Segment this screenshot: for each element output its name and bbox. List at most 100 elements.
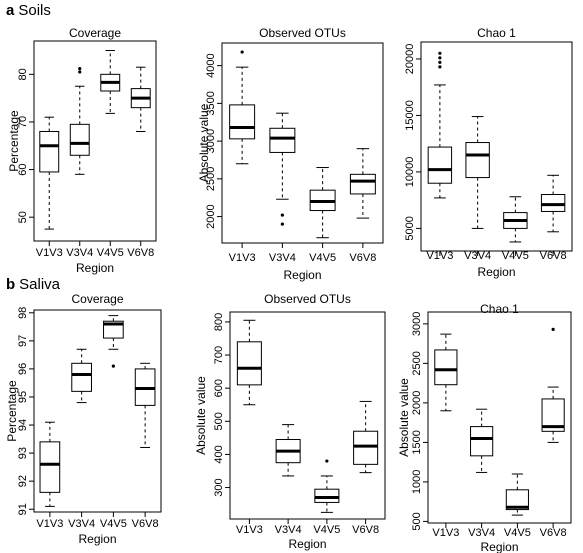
x-tick-label: V3V4 <box>269 252 296 264</box>
x-tick-label: V3V4 <box>275 524 302 536</box>
x-tick-label: V1V3 <box>36 518 63 530</box>
y-tick-label: 70 <box>17 116 29 128</box>
box-V4V5 <box>100 50 121 114</box>
y-tick-label: 2000 <box>205 204 217 228</box>
box-iqr <box>470 426 494 457</box>
outlier-point <box>438 51 442 55</box>
x-tick-label: V1V3 <box>426 250 453 262</box>
boxplot-a-2: Observed OTUs 2000 2500 3000 3500 4000 Absolut… <box>197 26 384 282</box>
box-V1V3 <box>427 51 453 199</box>
chart-title: Observed OTUs <box>259 26 346 40</box>
outlier-point <box>78 70 82 74</box>
plot-frame <box>33 40 157 242</box>
outlier-point <box>240 50 244 54</box>
y-tick-label: 800 <box>213 313 225 331</box>
x-tick-label: V6V8 <box>127 247 154 259</box>
y-tick-label: 10000 <box>404 157 416 188</box>
y-tick-label: 500 <box>213 412 225 430</box>
x-tick-label: V3V4 <box>66 247 93 259</box>
y-tick-label: 93 <box>17 447 29 459</box>
x-tick-label: V1V3 <box>229 252 256 264</box>
boxplot-b-3: Chao 1 500 1000 1500 2000 2500 3000 Absolute va… <box>397 302 572 553</box>
panel-a-letter: a <box>6 2 15 19</box>
chart-title: Chao 1 <box>480 302 519 316</box>
y-tick-label: 20000 <box>404 44 416 75</box>
y-tick-label: 3000 <box>205 129 217 153</box>
y-axis-label: Absolute value <box>197 103 211 182</box>
y-tick-label: 92 <box>17 475 29 487</box>
y-tick-label: 95 <box>17 391 29 403</box>
box-iqr <box>39 441 61 493</box>
x-tick-label: V4V5 <box>309 252 336 264</box>
outlier-point <box>438 65 442 69</box>
y-axis-label: Percentage <box>5 380 19 442</box>
box-iqr <box>465 142 490 179</box>
box-iqr <box>229 104 256 140</box>
box-V3V4 <box>465 116 490 229</box>
panel-b-label: b Saliva <box>6 276 60 293</box>
y-tick-label: 4000 <box>205 53 217 77</box>
y-tick-label: 60 <box>17 163 29 175</box>
outlier-point <box>438 56 442 60</box>
x-tick-label: V6V8 <box>352 524 379 536</box>
box-iqr <box>541 398 565 432</box>
box-V6V8 <box>130 66 151 132</box>
y-tick-label: 5000 <box>404 216 416 240</box>
chart-title: Observed OTUs <box>264 292 351 306</box>
box-V3V4 <box>470 408 494 473</box>
box-iqr <box>505 489 529 511</box>
y-tick-label: 2500 <box>411 351 423 375</box>
outlier-point <box>551 327 555 331</box>
plot-frame <box>221 42 384 244</box>
y-axis-label: Percentage <box>7 110 21 172</box>
x-tick-label: V3V4 <box>468 527 495 539</box>
x-tick-label: V6V8 <box>132 518 159 530</box>
box-V6V8 <box>541 327 565 443</box>
plot-frame <box>427 311 572 524</box>
x-tick-label: V4V5 <box>97 247 124 259</box>
y-tick-label: 91 <box>17 503 29 515</box>
box-iqr <box>427 146 453 184</box>
box-V1V3 <box>39 421 61 507</box>
outlier-point <box>438 60 442 64</box>
box-V3V4 <box>269 112 296 226</box>
box-iqr <box>39 130 60 173</box>
box-V3V4 <box>71 348 92 404</box>
chart-title: Coverage <box>69 26 121 40</box>
box-iqr <box>69 123 90 156</box>
outlier-point <box>280 222 284 226</box>
y-tick-label: 97 <box>17 335 29 347</box>
x-tick-label: V1V3 <box>36 247 63 259</box>
x-tick-label: V3V4 <box>68 518 95 530</box>
y-tick-label: 2500 <box>205 167 217 191</box>
box-V1V3 <box>434 333 458 412</box>
y-tick-label: 80 <box>17 68 29 80</box>
x-axis-label: Region <box>76 261 114 275</box>
x-tick-label: V4V5 <box>504 527 531 539</box>
box-V1V3 <box>236 319 262 406</box>
chart-title: Chao 1 <box>477 26 516 40</box>
y-tick-label: 98 <box>17 307 29 319</box>
box-V3V4 <box>275 424 301 477</box>
x-axis-label: Region <box>288 537 326 551</box>
box-V6V8 <box>134 362 156 448</box>
y-tick-label: 700 <box>213 346 225 364</box>
x-tick-label: V6V8 <box>540 527 567 539</box>
y-tick-label: 500 <box>411 512 423 530</box>
chart-title: Coverage <box>71 292 123 306</box>
y-tick-label: 96 <box>17 363 29 375</box>
box-V4V5 <box>314 459 340 513</box>
y-tick-label: 600 <box>213 379 225 397</box>
box-V4V5 <box>309 167 336 239</box>
x-tick-label: V3V4 <box>464 250 491 262</box>
box-V3V4 <box>69 67 90 175</box>
outlier-point <box>280 213 284 217</box>
box-iqr <box>71 362 92 392</box>
y-tick-label: 3500 <box>205 91 217 115</box>
box-iqr <box>349 173 376 195</box>
y-tick-label: 3000 <box>411 312 423 336</box>
panel-a-label: a Soils <box>6 2 51 19</box>
outlier-point <box>325 459 329 463</box>
box-V1V3 <box>39 116 60 230</box>
